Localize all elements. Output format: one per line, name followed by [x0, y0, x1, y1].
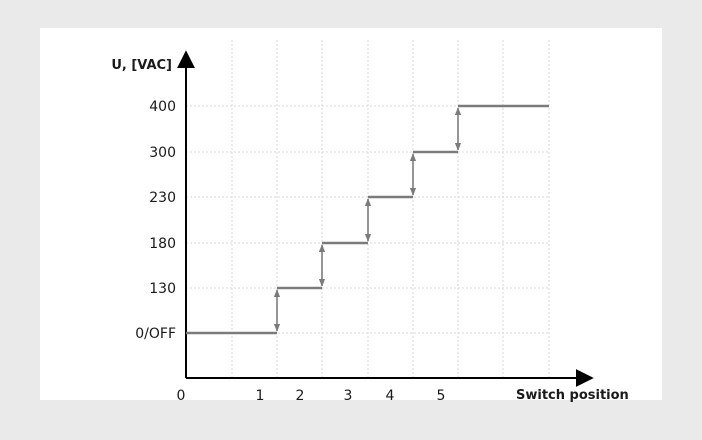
- x-tick-label: 1: [256, 388, 265, 404]
- y-tick-label: 230: [149, 190, 176, 206]
- y-axis-title: U, [VAC]: [111, 58, 172, 73]
- x-tick-label: 5: [437, 388, 446, 404]
- y-tick-label: 300: [149, 145, 176, 161]
- y-tick-label: 130: [149, 281, 176, 297]
- x-tick-label: 2: [296, 388, 305, 404]
- x-tick-label: 4: [386, 388, 395, 404]
- x-tick-label: 3: [344, 388, 353, 404]
- y-tick-label: 180: [149, 236, 176, 252]
- plot-area: [40, 28, 662, 400]
- y-tick-label: 0/OFF: [135, 326, 176, 342]
- x-tick-label: 0: [177, 388, 186, 404]
- x-axis-title: Switch position: [516, 388, 629, 403]
- y-tick-label: 400: [149, 99, 176, 115]
